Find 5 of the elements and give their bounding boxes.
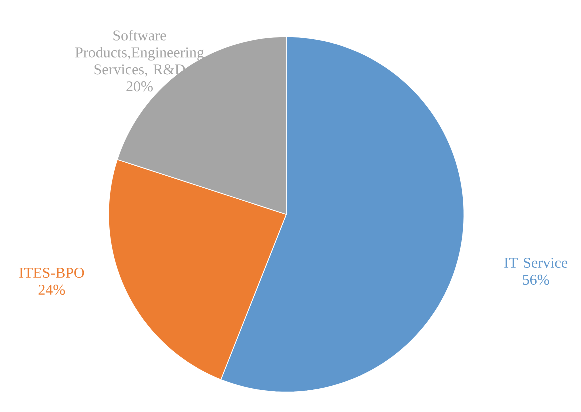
slice-label: IT Service	[504, 258, 568, 268]
data-label: 20%	[126, 81, 153, 92]
data-label: 24%	[38, 284, 66, 295]
slice-label: ITES-BPO	[20, 268, 84, 278]
data-label: 56%	[523, 274, 550, 285]
